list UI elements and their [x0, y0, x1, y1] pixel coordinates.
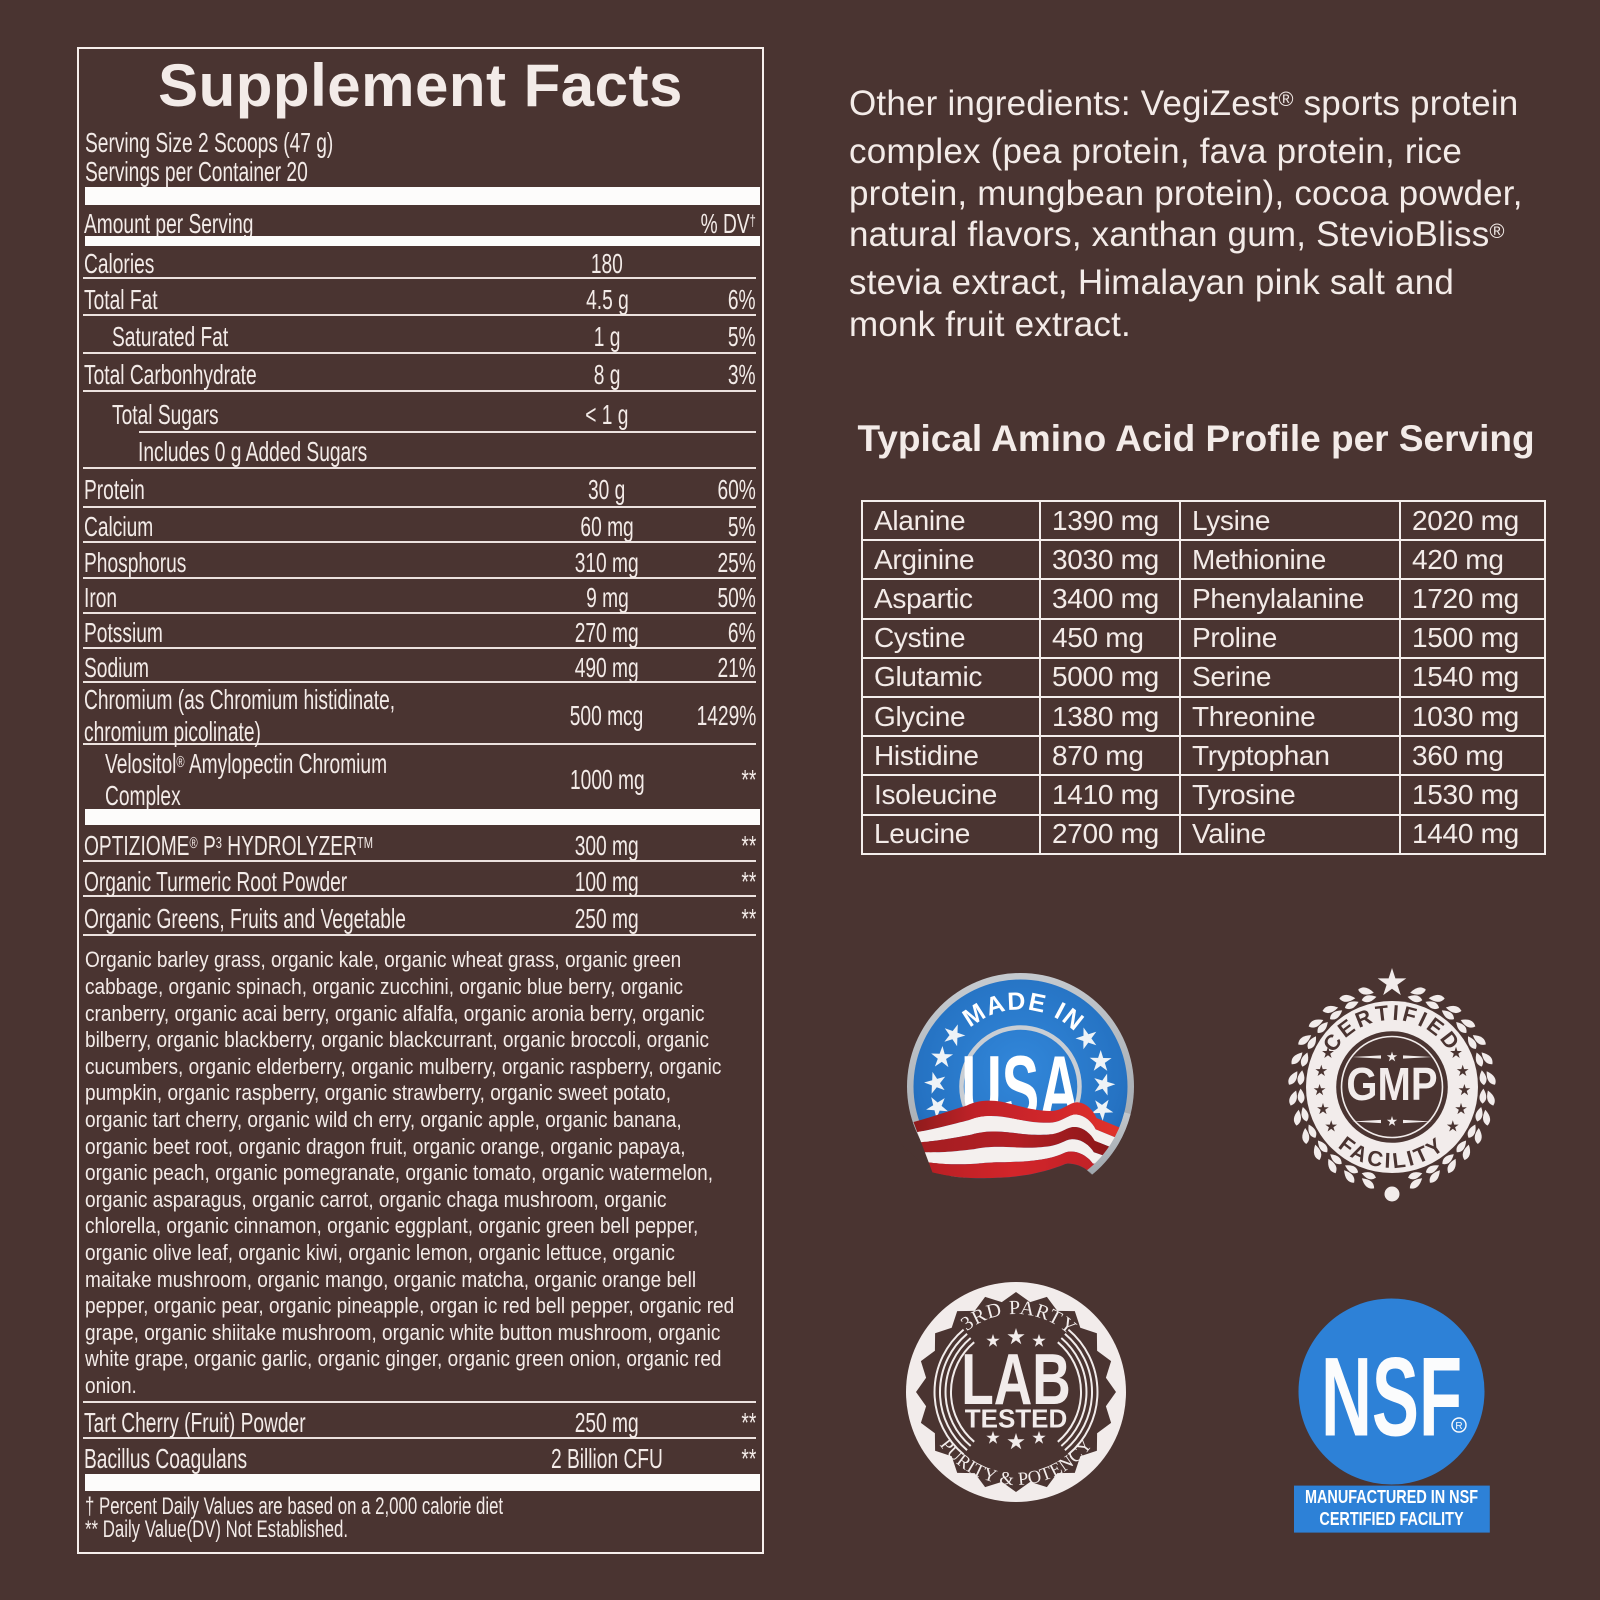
svg-text:NSF: NSF — [1321, 1334, 1462, 1460]
svg-text:R: R — [1455, 1421, 1462, 1432]
svg-text:TESTED: TESTED — [965, 1404, 1068, 1434]
svg-text:MANUFACTURED IN NSF: MANUFACTURED IN NSF — [1305, 1486, 1478, 1507]
svg-text:LAB: LAB — [961, 1340, 1070, 1420]
svg-text:GMP: GMP — [1346, 1059, 1437, 1110]
svg-text:CERTIFIED FACILITY: CERTIFIED FACILITY — [1319, 1508, 1463, 1529]
